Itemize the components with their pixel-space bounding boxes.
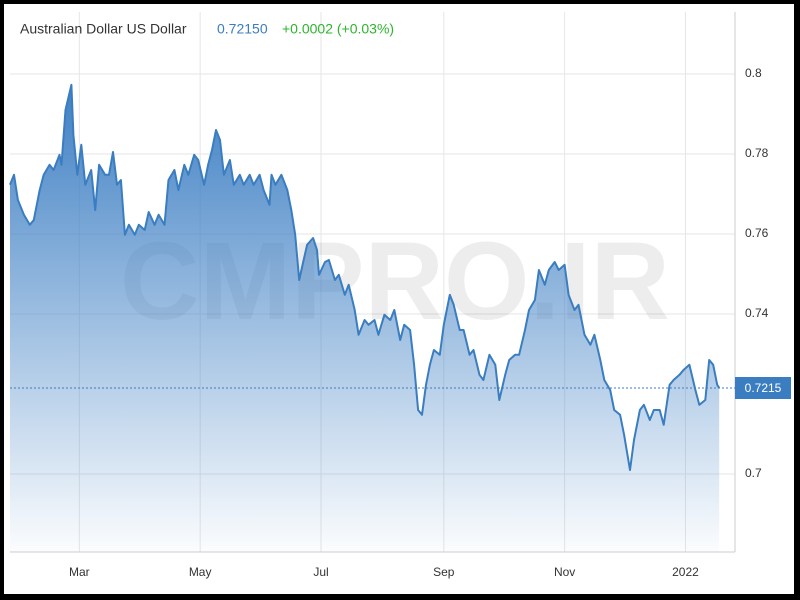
plot bbox=[9, 83, 735, 553]
chart-title: Australian Dollar US Dollar bbox=[20, 21, 187, 37]
x-tick-label: Sep bbox=[433, 565, 455, 579]
x-tick-label: Nov bbox=[554, 565, 575, 579]
area bbox=[10, 84, 720, 553]
line bbox=[9, 83, 721, 471]
y-tick-label: 0.7 bbox=[745, 466, 762, 480]
last-price-label: 0.7215 bbox=[745, 381, 782, 395]
x-tick-label: May bbox=[189, 565, 212, 579]
change: +0.0002 (+0.03%) bbox=[282, 21, 394, 37]
y-tick-label: 0.76 bbox=[745, 226, 769, 240]
price: 0.72150 bbox=[217, 21, 268, 37]
last-price-tag bbox=[735, 377, 791, 399]
y-tick-label: 0.8 bbox=[745, 66, 762, 80]
y-tick-label: 0.74 bbox=[745, 306, 769, 320]
x-tick-label: 2022 bbox=[672, 565, 699, 579]
y-tick-label: 0.78 bbox=[745, 146, 769, 160]
x-tick-label: Jul bbox=[313, 565, 328, 579]
x-tick-label: Mar bbox=[69, 565, 90, 579]
